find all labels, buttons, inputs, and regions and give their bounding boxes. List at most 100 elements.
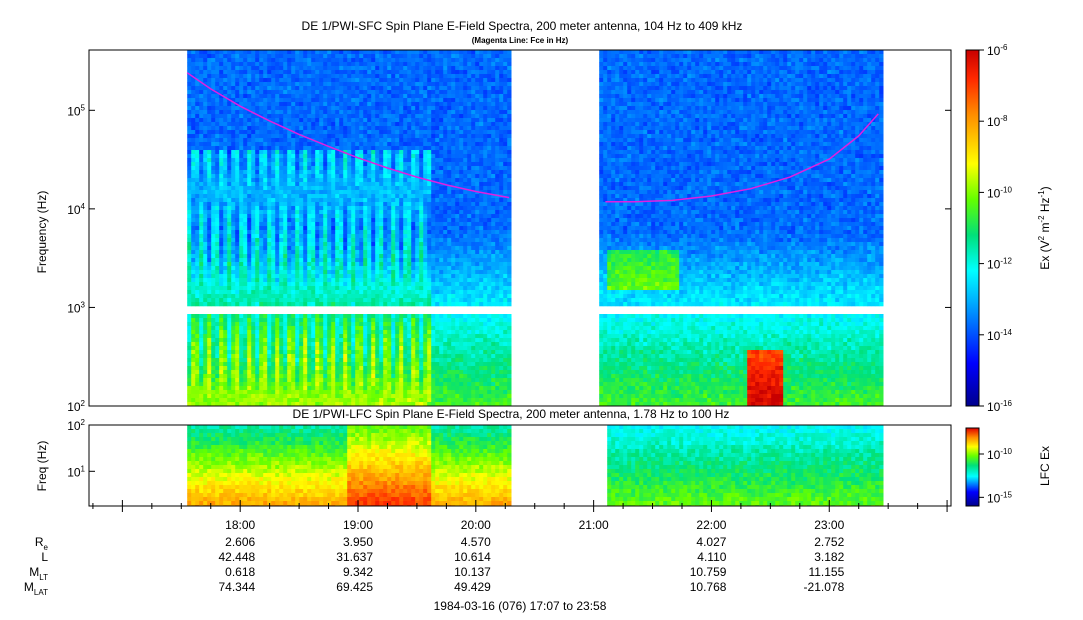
sfc-heatmap-cell [391,314,396,319]
sfc-heatmap-cell [407,130,412,135]
sfc-heatmap-cell [359,210,364,215]
sfc-heatmap-cell [275,62,280,67]
sfc-heatmap-cell [327,350,332,355]
sfc-heatmap-cell [395,354,400,359]
sfc-heatmap-cell [275,294,280,299]
sfc-heatmap-cell [291,266,296,271]
sfc-heatmap-cell [275,178,280,183]
sfc-heatmap-cell [215,354,220,359]
sfc-heatmap-cell [287,110,292,115]
sfc-heatmap-cell [399,62,404,67]
sfc-heatmap-cell [395,346,400,351]
sfc-heatmap-cell [295,318,300,323]
sfc-heatmap-cell [395,186,400,191]
sfc-heatmap-cell [283,182,288,187]
sfc-heatmap-cell [367,262,372,267]
sfc-heatmap-cell [207,282,212,287]
sfc-heatmap-cell [331,254,336,259]
sfc-heatmap-cell [319,246,324,251]
sfc-heatmap-cell [391,62,396,67]
sfc-heatmap-cell [255,362,260,367]
sfc-heatmap-cell [279,290,284,295]
sfc-heatmap-cell [235,110,240,115]
sfc-heatmap-cell [279,298,284,303]
sfc-heatmap-cell [291,134,296,139]
sfc-heatmap-cell [199,186,204,191]
sfc-heatmap-cell [283,334,288,339]
sfc-heatmap-cell [399,366,404,371]
sfc-heatmap-cell [339,382,344,387]
sfc-heatmap-cell [387,90,392,95]
sfc-heatmap-cell [211,270,216,275]
sfc-heatmap-cell [383,282,388,287]
sfc-heatmap-cell [295,394,300,399]
sfc-heatmap-cell [343,158,348,163]
sfc-heatmap-cell [235,298,240,303]
sfc-heatmap-cell [331,114,336,119]
sfc-heatmap-cell [271,338,276,343]
sfc-heatmap-cell [411,266,416,271]
sfc-heatmap-cell [335,126,340,131]
sfc-heatmap-cell [327,178,332,183]
sfc-heatmap-cell [335,254,340,259]
sfc-heatmap-cell [355,390,360,395]
sfc-heatmap-cell [239,158,244,163]
sfc-heatmap-cell [399,98,404,103]
sfc-heatmap-cell [339,282,344,287]
sfc-heatmap-cell [355,146,360,151]
sfc-heatmap-cell [255,174,260,179]
sfc-heatmap-cell [295,198,300,203]
sfc-heatmap-cell [391,266,396,271]
sfc-heatmap-cell [267,286,272,291]
sfc-heatmap-cell [415,126,420,131]
sfc-heatmap-cell [207,214,212,219]
sfc-heatmap-cell [375,238,380,243]
sfc-heatmap-cell [387,78,392,83]
sfc-heatmap-cell [383,86,388,91]
sfc-heatmap-cell [211,394,216,399]
sfc-heatmap-cell [195,114,200,119]
sfc-heatmap-cell [243,110,248,115]
sfc-heatmap-cell [331,202,336,207]
sfc-heatmap-cell [255,346,260,351]
sfc-heatmap-cell [247,50,252,55]
sfc-heatmap-cell [399,346,404,351]
sfc-heatmap-cell [327,246,332,251]
sfc-heatmap-cell [235,106,240,111]
sfc-heatmap-cell [255,330,260,335]
sfc-heatmap-cell [367,66,372,71]
sfc-heatmap-cell [259,346,264,351]
sfc-heatmap-cell [335,354,340,359]
sfc-heatmap-cell [315,206,320,211]
sfc-heatmap-cell [287,126,292,131]
sfc-heatmap-cell [391,94,396,99]
sfc-heatmap-cell [295,370,300,375]
sfc-heatmap-cell [323,190,328,195]
sfc-heatmap-cell [311,170,316,175]
sfc-heatmap-cell [291,278,296,283]
sfc-heatmap-cell [339,74,344,79]
sfc-heatmap-cell [219,178,224,183]
sfc-heatmap-cell [403,322,408,327]
sfc-heatmap-cell [291,382,296,387]
sfc-heatmap-cell [335,150,340,155]
sfc-heatmap-cell [263,66,268,71]
sfc-heatmap-cell [207,202,212,207]
sfc-heatmap-cell [295,54,300,59]
sfc-heatmap-cell [327,226,332,231]
sfc-heatmap-cell [239,282,244,287]
sfc-heatmap-cell [231,362,236,367]
sfc-heatmap-cell [223,242,228,247]
sfc-heatmap-cell [363,238,368,243]
sfc-heatmap-cell [239,274,244,279]
sfc-heatmap-cell [227,390,232,395]
sfc-heatmap-cell [247,362,252,367]
sfc-heatmap-cell [223,402,228,406]
sfc-heatmap-cell [351,214,356,219]
sfc-heatmap-cell [371,386,376,391]
sfc-heatmap-cell [331,326,336,331]
sfc-heatmap-cell [323,362,328,367]
sfc-heatmap-cell [407,386,412,391]
sfc-heatmap-cell [231,346,236,351]
sfc-heatmap-cell [363,346,368,351]
